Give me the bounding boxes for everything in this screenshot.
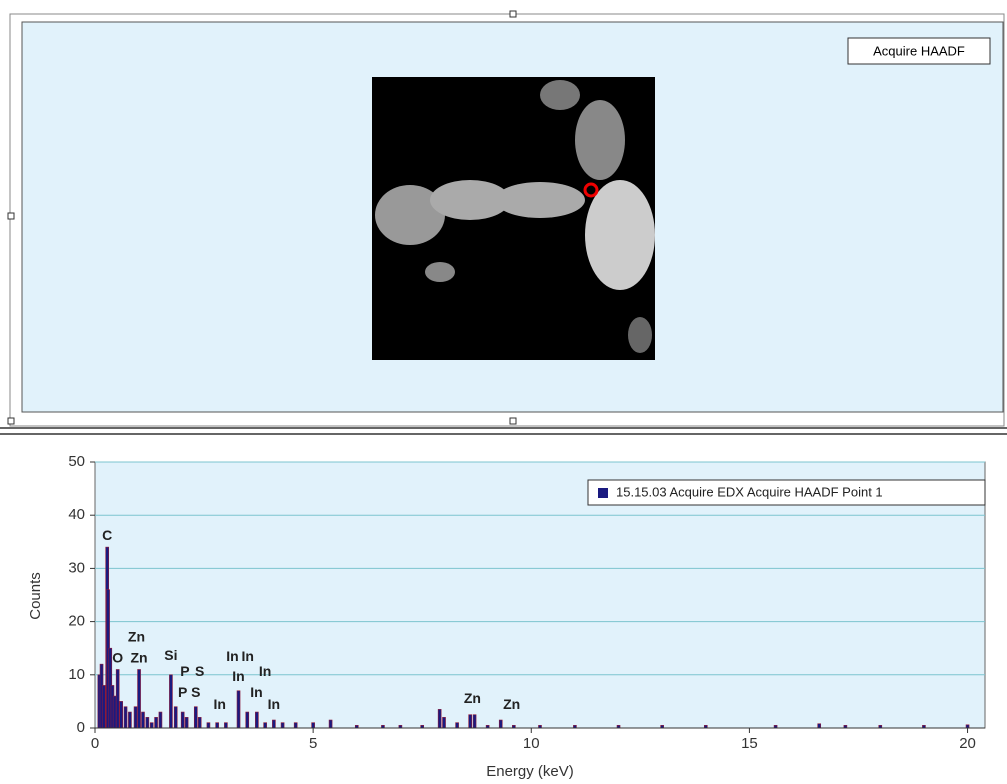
y-tick-label: 50 bbox=[68, 453, 85, 470]
spectrum-bar bbox=[133, 706, 138, 729]
particles bbox=[375, 80, 655, 353]
spectrum-bar bbox=[115, 669, 120, 729]
y-tick-label: 40 bbox=[68, 506, 85, 523]
spectrum-bar bbox=[180, 711, 185, 729]
peak-label: Si bbox=[164, 647, 177, 663]
spectrum-bar bbox=[442, 717, 446, 729]
x-tick-label: 15 bbox=[741, 735, 758, 752]
legend-box bbox=[587, 479, 986, 506]
handle bbox=[509, 10, 517, 18]
peak-label: P bbox=[178, 684, 187, 700]
spectrum-bar bbox=[101, 685, 106, 729]
peak-label: P bbox=[180, 663, 189, 679]
spectrum-bar bbox=[472, 714, 477, 729]
haadf-button-label: Acquire HAADF bbox=[873, 43, 965, 58]
spectrum-bar bbox=[154, 717, 158, 729]
spectrum-bar bbox=[197, 717, 202, 729]
spectrum-bar bbox=[311, 722, 315, 729]
x-axis-label: Energy (keV) bbox=[486, 763, 574, 780]
spectrum-bar bbox=[263, 722, 267, 729]
point-marker bbox=[583, 182, 599, 198]
peak-label: In bbox=[250, 684, 262, 700]
chart: Counts Energy (keV) 0 10 20 30 40 50 0 5 10 15 20 C… bbox=[0, 433, 1007, 784]
spectrum-bar bbox=[236, 690, 241, 729]
peak-label: S bbox=[191, 684, 200, 700]
spectrum-bar bbox=[128, 711, 132, 729]
peak-label: In bbox=[226, 648, 238, 664]
spectrum-bar bbox=[112, 695, 117, 729]
handle bbox=[7, 417, 15, 425]
peak-label: C bbox=[102, 527, 112, 543]
y-tick-label: 10 bbox=[68, 666, 85, 683]
spectrum-bar bbox=[272, 719, 276, 729]
spectrum-bar bbox=[141, 711, 145, 729]
y-axis-label: Counts bbox=[27, 572, 44, 620]
spectrum-bar bbox=[145, 717, 150, 729]
spectrum-bar bbox=[149, 722, 154, 729]
spectrum-bar bbox=[123, 706, 128, 729]
spectrum-bar bbox=[169, 674, 173, 729]
peak-label: Zn bbox=[131, 650, 148, 666]
peak-label: O bbox=[112, 650, 123, 666]
spectrum-bar bbox=[817, 723, 822, 729]
image-panel: Acquire HAADF bbox=[0, 10, 1007, 429]
y-tick-label: 20 bbox=[68, 613, 85, 630]
peak-label: S bbox=[195, 663, 204, 679]
handle bbox=[7, 212, 15, 220]
spectrum-bar bbox=[224, 722, 228, 729]
legend-swatch bbox=[598, 488, 608, 498]
handle bbox=[509, 417, 517, 425]
peak-label: In bbox=[259, 663, 271, 679]
spectrum-bar bbox=[328, 719, 333, 729]
spectrum-bar bbox=[206, 722, 211, 729]
x-tick-label: 10 bbox=[523, 735, 540, 752]
spectrum-bar bbox=[255, 711, 259, 729]
spectrum-bar bbox=[173, 706, 178, 729]
spectrum-bar bbox=[184, 717, 189, 729]
spectrum-bar bbox=[137, 669, 141, 729]
spectrum-bar bbox=[455, 722, 459, 729]
spectrum-bar bbox=[293, 722, 298, 729]
peak-label: In bbox=[241, 648, 253, 664]
peak-label: Zn bbox=[503, 696, 520, 712]
x-tick-label: 0 bbox=[91, 735, 99, 752]
x-tick-label: 5 bbox=[309, 735, 317, 752]
spectrum-bar bbox=[498, 719, 503, 729]
peak-label: In bbox=[232, 668, 244, 684]
peak-label: In bbox=[214, 696, 226, 712]
y-tick-label: 0 bbox=[77, 719, 85, 736]
spectrum-bar bbox=[280, 722, 285, 729]
y-tick-label: 30 bbox=[68, 559, 85, 576]
haadf-button[interactable] bbox=[847, 37, 991, 65]
spectrum-bar bbox=[119, 701, 123, 729]
x-tick-label: 20 bbox=[959, 735, 976, 752]
spectrum-bar bbox=[468, 714, 472, 729]
spectrum-bar bbox=[245, 711, 250, 729]
spectrum-bar bbox=[158, 711, 163, 729]
peak-label: In bbox=[268, 696, 280, 712]
spectrum-bar bbox=[437, 709, 442, 729]
plot-area bbox=[94, 461, 986, 729]
spectrum-bar bbox=[215, 722, 219, 729]
legend-label: 15.15.03 Acquire EDX Acquire HAADF Point… bbox=[616, 484, 883, 499]
spectrum-bar bbox=[193, 706, 198, 729]
peak-label: Zn bbox=[464, 690, 481, 706]
peak-label: Zn bbox=[128, 628, 145, 644]
